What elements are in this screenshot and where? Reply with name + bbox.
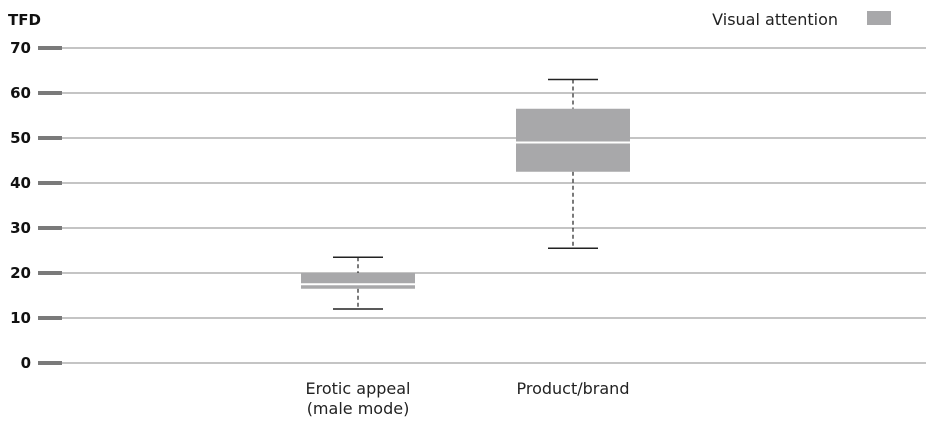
- category-label: Erotic appeal: [306, 379, 411, 398]
- y-axis-ticks: 0 10 20 30 40 50 60 70: [10, 39, 62, 372]
- y-tick-mark: [38, 136, 62, 140]
- y-tick-label: 70: [10, 39, 31, 57]
- category-label: Product/brand: [517, 379, 630, 398]
- y-tick-mark: [38, 361, 62, 365]
- y-tick-label: 10: [10, 309, 31, 327]
- y-tick-label: 0: [21, 354, 31, 372]
- iqr-box: [301, 273, 415, 289]
- grid-layer: [38, 47, 926, 364]
- box-group: [301, 256, 415, 310]
- category-label: (male mode): [307, 399, 410, 418]
- category-labels: Erotic appeal(male mode) Product/brand: [306, 379, 630, 418]
- y-tick-mark: [38, 226, 62, 230]
- y-axis-title: TFD: [8, 11, 41, 29]
- legend-swatch: [867, 11, 891, 25]
- y-tick-mark: [38, 91, 62, 95]
- y-tick-label: 50: [10, 129, 31, 147]
- y-tick-mark: [38, 316, 62, 320]
- y-tick-mark: [38, 271, 62, 275]
- box-layer: [301, 78, 630, 310]
- legend-label: Visual attention: [712, 10, 838, 29]
- y-tick-label: 60: [10, 84, 31, 102]
- y-tick-mark: [38, 181, 62, 185]
- y-tick-label: 30: [10, 219, 31, 237]
- y-tick-label: 20: [10, 264, 31, 282]
- box-group: [516, 78, 630, 249]
- y-tick-mark: [38, 46, 62, 50]
- iqr-box: [516, 108, 630, 172]
- y-tick-label: 40: [10, 174, 31, 192]
- legend: Visual attention: [712, 10, 891, 29]
